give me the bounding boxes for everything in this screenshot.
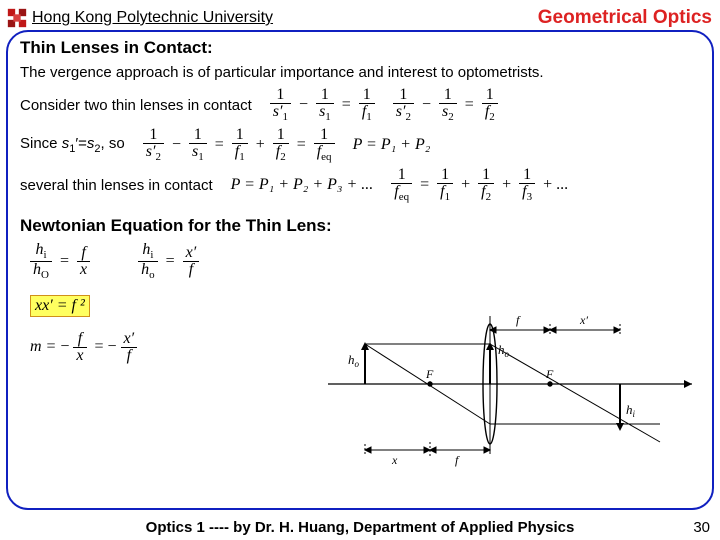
equation-4: P = P₁ + P₂ + P₃ + ... — [231, 176, 374, 194]
section-title-2: Newtonian Equation for the Thin Lens: — [20, 216, 700, 236]
equation-6b: hiho = x′f — [138, 242, 199, 281]
paragraph-3: Since s1′=s2, so — [20, 135, 125, 155]
footer-text: Optics 1 ---- by Dr. H. Huang, Departmen… — [0, 519, 720, 536]
newtonian-lens-diagram: ho ho hi F F — [320, 294, 700, 474]
svg-text:F: F — [545, 367, 554, 381]
svg-text:hi: hi — [626, 402, 636, 419]
equation-7-highlighted: xx′ = f ² — [30, 295, 90, 317]
equation-6a: hihO = fx — [30, 242, 90, 281]
svg-text:ho: ho — [348, 352, 360, 369]
svg-text:F: F — [425, 367, 434, 381]
svg-text:f: f — [516, 313, 521, 327]
svg-text:x: x — [391, 453, 398, 467]
equation-3: P = P₁ + P₂ — [353, 136, 431, 154]
university-logo-icon — [6, 7, 28, 29]
section-title-1: Thin Lenses in Contact: — [20, 38, 700, 58]
page-number: 30 — [693, 519, 710, 536]
equation-2: 1s′2 − 1s1 = 1f1 + 1f2 = 1feq — [143, 127, 335, 163]
slide-header: Hong Kong Polytechnic University Geometr… — [0, 0, 720, 32]
equation-1a: 1s′1 − 1s1 = 1f1 — [270, 87, 375, 123]
university-name: Hong Kong Polytechnic University — [32, 9, 273, 27]
equation-8: m = − fx = − x′f — [30, 331, 137, 364]
svg-text:x′: x′ — [579, 313, 588, 327]
svg-text:ho: ho — [498, 342, 510, 359]
paragraph-4: several thin lenses in contact — [20, 177, 213, 194]
equation-1b: 1s′2 − 1s2 = 1f2 — [393, 87, 498, 123]
course-topic: Geometrical Optics — [538, 7, 712, 29]
paragraph-2: Consider two thin lenses in contact — [20, 97, 252, 114]
content-box: Thin Lenses in Contact: The vergence app… — [6, 30, 714, 510]
paragraph-1: The vergence approach is of particular i… — [20, 64, 700, 81]
svg-text:f: f — [455, 453, 460, 467]
equation-5: 1feq = 1f1 + 1f2 + 1f3 + ... — [391, 167, 568, 203]
